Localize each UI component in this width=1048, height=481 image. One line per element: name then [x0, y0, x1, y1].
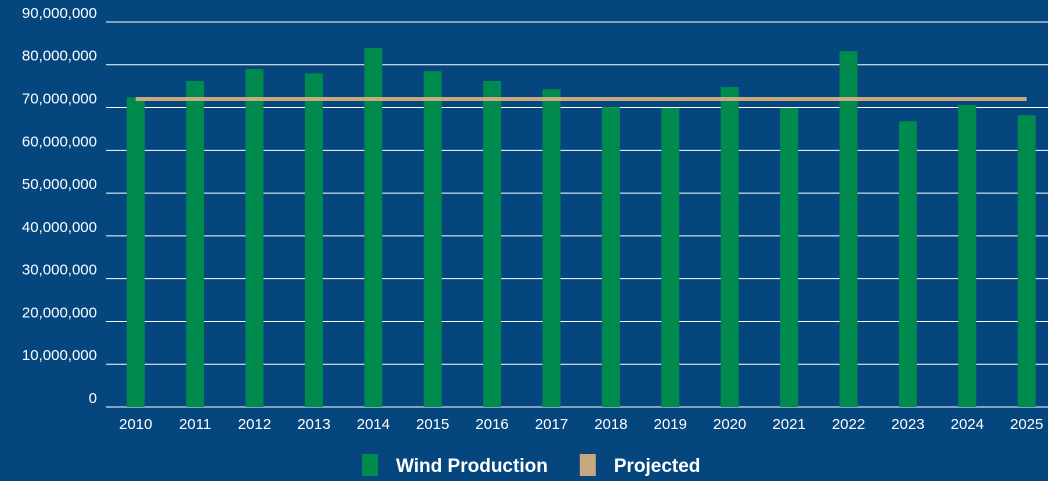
legend-swatch — [579, 454, 596, 476]
x-tick-label: 2021 — [772, 416, 805, 433]
x-tick-label: 2025 — [1010, 416, 1043, 433]
x-tick-label: 2014 — [357, 416, 390, 433]
y-tick-label: 90,000,000 — [22, 5, 97, 22]
x-tick-label: 2015 — [416, 416, 449, 433]
bar — [364, 48, 383, 407]
x-tick-label: 2017 — [535, 416, 568, 433]
y-tick-label: 20,000,000 — [22, 304, 97, 321]
bar — [1017, 115, 1036, 407]
bar — [898, 121, 917, 407]
x-tick-label: 2024 — [951, 416, 984, 433]
x-tick-label: 2010 — [119, 416, 152, 433]
legend-label: Wind Production — [396, 456, 548, 477]
x-tick-label: 2012 — [238, 416, 271, 433]
legend-label: Projected — [614, 456, 701, 477]
bar — [304, 73, 323, 407]
y-tick-label: 0 — [89, 390, 97, 407]
x-tick-label: 2020 — [713, 416, 746, 433]
x-tick-label: 2022 — [832, 416, 865, 433]
bar — [126, 97, 145, 408]
x-tick-label: 2013 — [297, 416, 330, 433]
y-tick-label: 80,000,000 — [22, 48, 97, 65]
y-tick-label: 70,000,000 — [22, 91, 97, 108]
bar — [186, 81, 205, 408]
x-tick-label: 2016 — [475, 416, 508, 433]
bar — [661, 107, 680, 407]
x-tick-label: 2019 — [654, 416, 687, 433]
y-tick-label: 60,000,000 — [22, 133, 97, 150]
bar — [839, 51, 858, 407]
bar — [245, 69, 264, 408]
y-tick-label: 50,000,000 — [22, 176, 97, 193]
legend-swatch — [362, 454, 378, 476]
x-tick-label: 2023 — [891, 416, 924, 433]
bar — [423, 71, 442, 407]
bar — [542, 89, 561, 408]
bar — [483, 81, 502, 408]
x-tick-label: 2011 — [179, 416, 211, 433]
y-tick-label: 30,000,000 — [22, 262, 97, 279]
y-tick-label: 10,000,000 — [22, 347, 97, 364]
bar — [780, 107, 799, 407]
bar — [601, 107, 620, 407]
y-tick-label: 40,000,000 — [22, 219, 97, 236]
x-tick-label: 2018 — [594, 416, 627, 433]
bar — [958, 104, 977, 407]
bar — [720, 87, 739, 408]
